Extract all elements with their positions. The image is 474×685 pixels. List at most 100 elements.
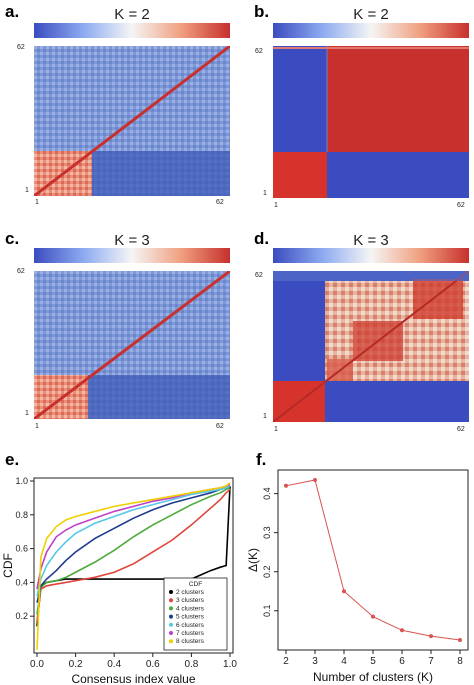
panel-e-y-tick-label: 0.8 xyxy=(15,510,28,520)
panel-f-delta-point xyxy=(342,589,346,594)
panel-f-delta-point xyxy=(371,614,375,619)
panel-f-x-tick-label: 6 xyxy=(399,656,405,667)
panel-b-tick-x-low: 1 xyxy=(274,202,278,209)
panel-e-legend-label: 8 clusters xyxy=(176,638,205,645)
panel-e-legend-swatch xyxy=(169,639,173,644)
panel-c-tick-high: 62 xyxy=(17,268,25,275)
panel-d-diagonal xyxy=(273,271,469,422)
panel-e-legend-swatch xyxy=(169,598,173,603)
panel-f-x-tick-label: 4 xyxy=(341,656,347,667)
panel-e-x-tick-label: 0.2 xyxy=(69,659,83,670)
panel-a-tick-x-low: 1 xyxy=(35,199,39,206)
panel-f-delta-point xyxy=(400,628,404,633)
panel-f-x-tick-label: 3 xyxy=(312,656,318,667)
panel-e-x-tick-label: 0.8 xyxy=(184,659,198,670)
panel-f-delta-point xyxy=(429,634,433,639)
panel-e-x-axis-label: Consensus index value xyxy=(71,672,195,685)
panel-e-cdf-chart: 0.0 0.2 0.4 0.6 0.8 1.0 0.2 0.4 0.6 0.8 1.0 Consens… xyxy=(1,476,237,685)
panel-a-tick-x-high: 62 xyxy=(216,199,224,206)
panel-c-colorbar xyxy=(34,248,230,263)
panel-c-title: K = 3 xyxy=(114,232,150,249)
panel-e-x-tick-label: 0.4 xyxy=(107,659,121,670)
panel-b-tick-high: 62 xyxy=(255,48,263,55)
panel-a-letter: a. xyxy=(5,2,20,21)
panel-e-legend-swatch xyxy=(169,622,173,627)
panel-d-tick-high: 62 xyxy=(255,272,263,279)
panel-f-y-axis-label: Δ(K) xyxy=(248,548,260,572)
panel-c-tick-x-low: 1 xyxy=(35,423,39,430)
panel-e-legend-label: 6 clusters xyxy=(176,622,205,629)
panel-e-series-line-3 xyxy=(36,488,231,622)
panel-d-heatmap xyxy=(273,271,469,422)
panel-e-letter: e. xyxy=(5,450,20,469)
panel-a-tick-high: 62 xyxy=(17,44,25,51)
panel-e-y-tick-label: 0.2 xyxy=(15,611,28,621)
panel-e-y-axis-label: CDF xyxy=(1,553,15,578)
panel-f-y-tick-label: 0.2 xyxy=(262,565,272,578)
panel-f-x-axis-label: Number of clusters (K) xyxy=(313,670,433,684)
panel-c-diagonal xyxy=(34,271,230,419)
panel-b-letter: b. xyxy=(254,2,270,21)
panel-b-cluster-block-1 xyxy=(273,152,327,198)
panel-a-colorbar xyxy=(34,23,230,38)
panel-d-colorbar xyxy=(273,248,469,263)
panel-c-letter: c. xyxy=(5,229,20,248)
panel-e-plot-frame xyxy=(33,477,234,654)
panel-e-y-tick-label: 1.0 xyxy=(15,476,28,486)
panel-d-tick-low: 1 xyxy=(263,413,267,420)
panel-e-legend xyxy=(163,577,228,651)
panel-e-legend-swatch xyxy=(169,631,173,635)
panel-e-legend-swatch xyxy=(169,606,173,611)
panel-e-legend-label: 7 clusters xyxy=(176,630,205,637)
panel-e-series-line-5 xyxy=(36,485,231,603)
panel-f-x-tick-label: 7 xyxy=(428,656,434,667)
panel-e-y-tick-label: 0.4 xyxy=(15,577,28,587)
panel-b-cluster-block-2 xyxy=(327,46,469,152)
panel-e-series-line-6 xyxy=(36,485,231,597)
panel-f-delta-chart: 2 3 4 5 6 7 8 0.1 0.2 0.3 0.4 Number of clusters (K… xyxy=(248,469,469,684)
panel-a-tick-low: 1 xyxy=(25,187,29,194)
panel-e-x-tick-label: 0.0 xyxy=(30,659,44,670)
panel-b-between-block-bottom xyxy=(327,152,469,198)
panel-d-letter: d. xyxy=(254,229,270,248)
panel-b-heatmap xyxy=(273,46,469,198)
panel-e-series-line-4 xyxy=(36,487,231,615)
panel-e-legend-label: 5 clusters xyxy=(176,614,205,621)
panel-c-tick-x-high: 62 xyxy=(216,423,224,430)
panel-d-tick-x-high: 62 xyxy=(457,426,465,433)
panel-e-legend-swatch xyxy=(169,614,173,619)
panel-e-y-tick-label: 0.6 xyxy=(15,544,28,554)
panel-e-legend-swatch xyxy=(169,590,173,594)
panel-c-heatmap xyxy=(34,271,230,419)
panel-b-colorbar xyxy=(273,23,469,38)
panel-d-title: K = 3 xyxy=(353,232,389,249)
panel-f-y-tick-label: 0.4 xyxy=(262,487,272,500)
panel-f-plot-frame xyxy=(277,469,469,651)
panel-a-between-block xyxy=(92,151,230,196)
panel-c-between-block xyxy=(88,375,230,419)
panel-f-x-tick-label: 2 xyxy=(283,656,289,667)
panel-e-x-tick-label: 0.6 xyxy=(146,659,160,670)
panel-e-x-tick-label: 1.0 xyxy=(223,659,237,670)
panel-b-tick-low: 1 xyxy=(263,190,267,197)
panel-a-diagonal xyxy=(34,46,230,196)
panel-e-legend-title: CDF xyxy=(189,581,202,588)
panel-f-letter: f. xyxy=(256,450,267,469)
panel-a-title: K = 2 xyxy=(114,6,150,23)
panel-c-tick-low: 1 xyxy=(25,410,29,417)
panel-f-x-tick-label: 8 xyxy=(457,656,463,667)
panel-d-tick-x-low: 1 xyxy=(274,426,278,433)
panel-f-y-tick-label: 0.1 xyxy=(262,605,272,618)
panel-e-legend-label: 2 clusters xyxy=(176,589,205,596)
panel-f-delta-point xyxy=(458,638,462,643)
panel-f-delta-point xyxy=(284,483,288,488)
panel-f-delta-point xyxy=(313,477,317,482)
panel-f-y-tick-label: 0.3 xyxy=(262,526,272,539)
panel-e-legend-label: 3 clusters xyxy=(176,597,205,604)
panel-e-series-line-8 xyxy=(36,482,231,651)
panel-f-x-tick-label: 5 xyxy=(370,656,376,667)
panel-b-between-block-top xyxy=(273,46,327,152)
panel-a-heatmap xyxy=(34,46,230,196)
panel-b-title: K = 2 xyxy=(353,6,389,23)
panel-e-legend-label: 4 clusters xyxy=(176,605,205,612)
